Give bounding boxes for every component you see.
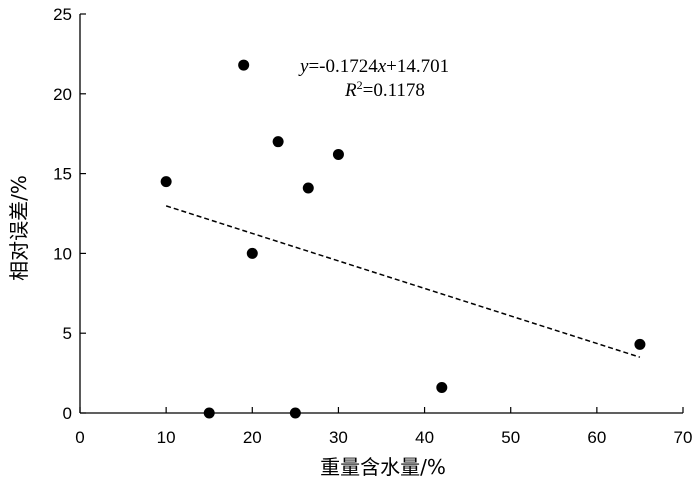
data-point [246, 247, 258, 259]
trendline [165, 205, 641, 358]
y-axis-label: 相对误差/% [7, 175, 31, 281]
data-points [160, 59, 646, 419]
eq-intercept: +14.701 [386, 56, 449, 77]
data-point [160, 176, 172, 188]
regression-equation: y=-0.1724x+14.701 [298, 56, 449, 77]
data-point [289, 407, 301, 419]
data-point [302, 182, 314, 194]
x-axis-label: 重量含水量/% [320, 455, 446, 479]
data-point [436, 381, 448, 393]
data-point [203, 407, 215, 419]
data-point [272, 136, 284, 148]
y-tick-label: 20 [53, 85, 72, 104]
y-tick-label: 5 [63, 324, 72, 343]
axes [79, 14, 683, 414]
y-tick-label: 0 [63, 404, 72, 423]
data-point [634, 338, 646, 350]
x-tick-label: 20 [243, 428, 262, 447]
x-tick-label: 40 [415, 428, 434, 447]
x-tick-label: 70 [674, 428, 693, 447]
eq-y: y [298, 56, 309, 77]
x-tick-label: 60 [587, 428, 606, 447]
data-point [332, 148, 344, 160]
data-point [238, 59, 250, 71]
x-tick-label: 50 [501, 428, 520, 447]
x-ticks: 0 10 20 30 40 50 60 70 [75, 407, 692, 447]
x-tick-label: 10 [157, 428, 176, 447]
r2-r: R [344, 80, 357, 101]
y-ticks: 0 5 10 15 20 25 [53, 5, 86, 423]
r2-value: =0.1178 [363, 80, 425, 101]
eq-x: x [377, 56, 387, 77]
r-squared: R2=0.1178 [344, 78, 425, 101]
eq-coef: =-0.1724 [308, 56, 378, 77]
y-tick-label: 10 [53, 244, 72, 263]
y-tick-label: 15 [53, 165, 72, 184]
x-tick-label: 0 [75, 428, 84, 447]
x-tick-label: 30 [329, 428, 348, 447]
y-tick-label: 25 [53, 5, 72, 24]
r2-sup: 2 [357, 78, 363, 92]
